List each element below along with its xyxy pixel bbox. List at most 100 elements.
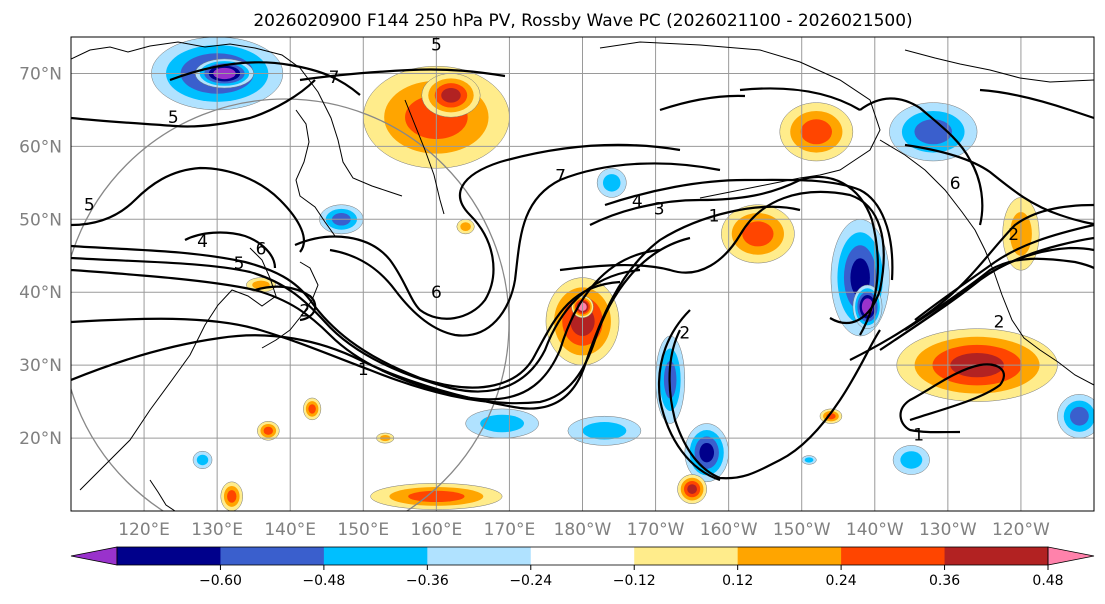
pv-anomaly-level	[602, 174, 621, 192]
colorbar-tick-label: 0.36	[929, 573, 960, 589]
contour-label: 5	[431, 35, 442, 55]
contour-label: 2	[679, 323, 690, 343]
coastline-arctic	[904, 49, 1094, 83]
pv-anomaly-level	[196, 454, 209, 466]
pv-anomaly-level	[804, 457, 814, 463]
pv-anomaly-level	[742, 221, 774, 247]
pv-anomaly	[257, 421, 280, 441]
coastline-okhotsk	[295, 109, 336, 237]
pv-contour	[979, 88, 1094, 120]
colorbar-bin	[530, 547, 635, 565]
colorbar-bin	[117, 547, 221, 565]
pv-contour	[668, 329, 881, 480]
pv-contour	[904, 143, 1094, 226]
pv-contour	[658, 309, 721, 482]
pv-anomaly	[677, 474, 707, 504]
lon-tick-label: 120°W	[992, 520, 1050, 540]
contour-label: 6	[950, 174, 961, 194]
pv-anomaly-level	[308, 404, 316, 414]
pv-anomaly	[456, 219, 475, 235]
pv-anomaly-level	[687, 484, 697, 494]
contour-label: 7	[555, 167, 566, 187]
pv-anomaly-level	[460, 222, 471, 231]
pv-contour	[859, 97, 984, 226]
contour-label: 1	[913, 425, 924, 445]
pv-anomaly	[889, 102, 978, 162]
pv-anomaly-level	[227, 490, 237, 503]
pv-anomaly	[779, 102, 854, 162]
pv-contour	[914, 223, 1094, 321]
radius-circle	[71, 98, 510, 511]
lon-tick-label: 170°W	[627, 520, 685, 540]
pv-contour	[71, 244, 621, 389]
contour-label: 4	[632, 192, 643, 212]
lat-tick-label: 20°N	[19, 429, 62, 449]
colorbar: −0.60 −0.48 −0.36 −0.24 −0.12 0.12 0.24 0.36 0.4…	[70, 546, 1095, 589]
lat-tick-label: 50°N	[19, 210, 62, 230]
pv-anomaly-level	[441, 88, 461, 103]
contour-label: 2	[994, 312, 1005, 332]
pv-contour	[299, 68, 506, 82]
lon-tick-label: 140°E	[264, 520, 316, 540]
pv-anomaly-level	[699, 442, 715, 463]
contour-label: 3	[654, 199, 665, 219]
contour-label: 6	[431, 283, 442, 303]
contour-label: 6	[256, 239, 267, 259]
pv-anomaly	[684, 423, 729, 483]
contour-label: 7	[329, 68, 340, 88]
lon-tick-label: 180°W	[554, 520, 612, 540]
colorbar-tick-label: −0.12	[613, 573, 656, 589]
colorbar-tick-label: −0.36	[406, 573, 449, 589]
colorbar-extend-high	[1047, 546, 1095, 566]
colorbar-bin	[220, 547, 325, 565]
pv-anomaly-level	[800, 119, 832, 145]
contour-label: 1	[358, 360, 369, 380]
colorbar-tick-label: 0.48	[1032, 573, 1063, 589]
coastline-philippines	[149, 479, 176, 511]
pv-shading-layer	[151, 37, 1094, 511]
pv-contour	[71, 166, 305, 253]
pv-anomaly	[567, 415, 642, 446]
colorbar-frame	[116, 546, 1049, 566]
colorbar-extend-low	[70, 546, 118, 566]
lat-tick-label: 60°N	[19, 137, 62, 157]
pv-anomaly	[192, 450, 213, 469]
lat-tick-label: 30°N	[19, 356, 62, 376]
contour-label: 5	[234, 254, 245, 274]
coastline-kamchatka	[404, 99, 445, 215]
pv-anomaly-level	[480, 414, 525, 433]
colorbar-bin	[737, 547, 842, 565]
lon-tick-label: 130°W	[919, 520, 977, 540]
figure-title: 2026020900 F144 250 hPa PV, Rossby Wave …	[253, 11, 912, 31]
colorbar-bin	[944, 547, 1049, 565]
pv-contour	[604, 178, 894, 281]
colorbar-bin	[634, 547, 739, 565]
colorbar-tick-label: −0.48	[302, 573, 345, 589]
pv-anomaly	[892, 445, 930, 475]
pv-contour	[739, 87, 861, 111]
pv-contour	[294, 143, 681, 320]
contour-label: 4	[197, 232, 208, 252]
lon-tick-label: 140°W	[846, 520, 904, 540]
pv-anomaly	[596, 168, 627, 198]
lon-tick-label: 150°W	[773, 520, 831, 540]
pv-contour	[659, 94, 746, 112]
pv-anomaly	[220, 481, 243, 511]
coastline-alaska	[599, 41, 881, 199]
contour-label: 2	[299, 301, 310, 321]
coastline-korea-china	[79, 247, 277, 491]
pv-contour	[169, 61, 361, 96]
pv-anomaly	[801, 455, 817, 465]
lon-tick-label: 170°E	[484, 520, 536, 540]
lon-tick-label: 130°E	[191, 520, 243, 540]
coastline-japan	[261, 261, 319, 349]
pv-anomaly-level	[582, 422, 627, 440]
lat-tick-label: 40°N	[19, 283, 62, 303]
pv-contour	[71, 79, 316, 128]
pv-anomaly-level	[263, 426, 273, 435]
colorbar-tick-label: 0.24	[826, 573, 857, 589]
contour-label: 5	[168, 108, 179, 128]
pv-anomaly	[421, 73, 481, 118]
